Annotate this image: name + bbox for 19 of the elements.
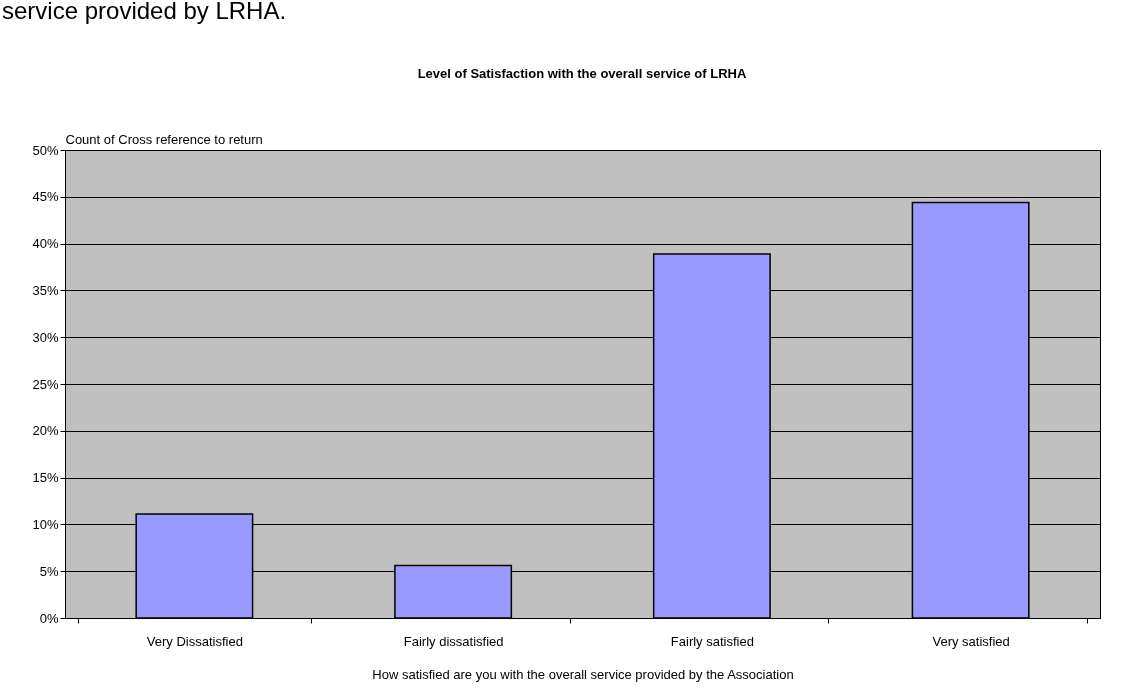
y-tick-label: 10%	[32, 516, 59, 532]
y-tick-label: 40%	[32, 236, 59, 252]
y-tick-label: 20%	[32, 423, 59, 439]
text: service provided by LRHA.	[2, 0, 287, 24]
y-tick-label: 35%	[32, 282, 59, 298]
x-tick-label: Very satisfied	[932, 633, 1010, 649]
x-tick-label: Very Dissatisfied	[146, 633, 243, 649]
y-tick-label: 50%	[32, 142, 59, 158]
y-tick-label: 45%	[32, 189, 59, 205]
y-tick-label: 0%	[39, 610, 59, 626]
x-tick-label: Fairly satisfied	[670, 633, 754, 649]
chart-title: Level of Satisfaction with the overall service of LRHA	[417, 66, 747, 81]
y-tick-label: 30%	[32, 329, 59, 345]
y-tick-label: 5%	[39, 563, 59, 579]
x-tick-label: Fairly dissatisfied	[403, 633, 504, 649]
x-axis-title: How satisfied are you with the overall service provided by the Association	[372, 666, 794, 682]
y-tick-label: 15%	[32, 470, 59, 486]
y-axis-title: Count of Cross reference to return	[65, 131, 263, 147]
y-tick-label: 25%	[32, 376, 59, 392]
